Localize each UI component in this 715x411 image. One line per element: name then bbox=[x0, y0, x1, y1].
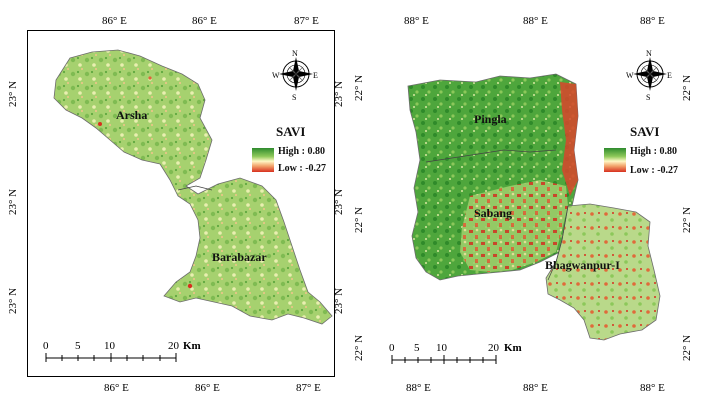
right-scale-5: 5 bbox=[414, 342, 420, 354]
right-block-boundary-2 bbox=[547, 205, 569, 281]
right-scale-unit: Km bbox=[504, 342, 522, 354]
left-north-arrow-icon bbox=[279, 57, 313, 91]
right-right-lat-2: 22° N bbox=[681, 206, 694, 234]
place-arsha: Arsha bbox=[116, 108, 148, 122]
left-scale-10: 10 bbox=[104, 340, 115, 352]
left-bottom-lon-1: 86° E bbox=[104, 382, 129, 394]
right-legend-gradient bbox=[604, 148, 626, 172]
right-compass-n: N bbox=[646, 49, 652, 58]
left-legend-gradient bbox=[252, 148, 274, 172]
right-compass-e: E bbox=[667, 71, 672, 80]
right-bottom-lon-2: 88° E bbox=[523, 382, 548, 394]
right-scale-10: 10 bbox=[436, 342, 447, 354]
right-legend-high: High : 0.80 bbox=[630, 146, 677, 157]
right-map-region-bhagwanpur bbox=[545, 203, 661, 341]
right-map-region-sabang bbox=[460, 180, 568, 272]
right-right-lat-1: 22° N bbox=[681, 74, 694, 102]
left-scale-20: 20 bbox=[168, 340, 179, 352]
right-lat-2: 22° N bbox=[353, 206, 366, 234]
left-bottom-lon-2: 86° E bbox=[195, 382, 220, 394]
left-scale-5: 5 bbox=[75, 340, 81, 352]
right-right-lat-3: 22° N bbox=[681, 334, 694, 362]
right-north-arrow-icon bbox=[633, 57, 667, 91]
left-legend-title: SAVI bbox=[276, 124, 306, 139]
right-compass-s: S bbox=[646, 93, 651, 102]
right-legend-low: Low : -0.27 bbox=[630, 165, 679, 176]
left-legend-high: High : 0.80 bbox=[278, 146, 325, 157]
place-pingla: Pingla bbox=[474, 112, 507, 126]
left-top-lon-3: 87° E bbox=[294, 15, 319, 27]
left-compass-s: S bbox=[292, 93, 297, 102]
right-scale-20: 20 bbox=[488, 342, 499, 354]
place-bhagwanpur: Bhagwanpur-I bbox=[545, 258, 620, 272]
left-compass-w: W bbox=[272, 71, 280, 80]
left-compass-e: E bbox=[313, 71, 318, 80]
left-block-boundary bbox=[177, 185, 213, 191]
right-compass-w: W bbox=[626, 71, 634, 80]
right-block-boundary-1 bbox=[425, 149, 557, 163]
right-scale-bar bbox=[391, 355, 497, 364]
right-lat-3: 22° N bbox=[353, 334, 366, 362]
left-scale-0: 0 bbox=[43, 340, 49, 352]
right-map-red-edge bbox=[560, 82, 578, 196]
right-bottom-lon-3: 88° E bbox=[640, 382, 665, 394]
left-low-speck bbox=[98, 122, 102, 126]
left-scale-bar bbox=[45, 353, 177, 362]
left-compass-n: N bbox=[292, 49, 298, 58]
place-sabang: Sabang bbox=[474, 206, 513, 220]
right-top-lon-3: 88° E bbox=[640, 15, 665, 27]
left-legend-low: Low : -0.27 bbox=[278, 163, 327, 174]
left-map-region bbox=[53, 49, 333, 325]
left-top-lon-2: 86° E bbox=[192, 15, 217, 27]
right-top-lon-1: 88° E bbox=[404, 15, 429, 27]
left-bottom-lon-3: 87° E bbox=[296, 382, 321, 394]
place-barabazar: Barabazar bbox=[212, 250, 267, 264]
left-scale-unit: Km bbox=[183, 340, 201, 352]
left-low-speck bbox=[187, 283, 193, 289]
right-scale-0: 0 bbox=[389, 342, 395, 354]
right-lat-1: 22° N bbox=[353, 74, 366, 102]
left-top-lon-1: 86° E bbox=[102, 15, 127, 27]
left-low-speck bbox=[148, 76, 152, 80]
right-bottom-lon-1: 88° E bbox=[406, 382, 431, 394]
right-top-lon-2: 88° E bbox=[523, 15, 548, 27]
right-legend-title: SAVI bbox=[630, 124, 660, 139]
